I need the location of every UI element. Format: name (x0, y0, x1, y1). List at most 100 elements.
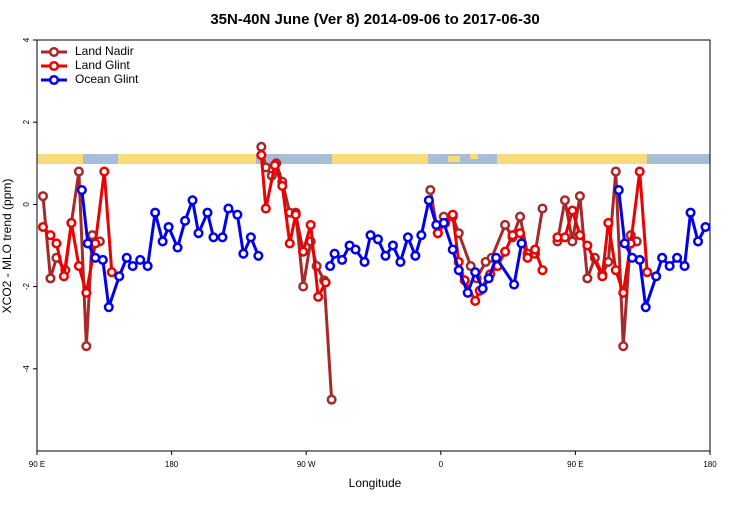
point (103, 302, 114, 313)
point (679, 261, 690, 272)
legend-label: Land Nadir (75, 44, 134, 58)
point (298, 246, 309, 257)
point (574, 230, 585, 241)
y-tick-label: 0 (22, 202, 31, 207)
point (150, 207, 161, 218)
legend-marker (48, 60, 60, 72)
series-line (41, 146, 638, 400)
point (37, 191, 49, 202)
point (664, 261, 675, 272)
point (610, 265, 621, 276)
point (685, 207, 696, 218)
point (372, 234, 384, 245)
y-tick-label: -4 (22, 365, 31, 373)
legend-label: Land Glint (75, 58, 130, 72)
point (142, 261, 153, 272)
point (500, 246, 511, 257)
point (81, 341, 92, 352)
surface-band (37, 154, 710, 164)
point (438, 217, 449, 228)
point (97, 254, 108, 265)
point (350, 244, 361, 255)
point (672, 252, 683, 263)
point (81, 287, 92, 298)
point (121, 252, 132, 263)
point (245, 232, 256, 243)
point (515, 211, 526, 222)
point (217, 232, 228, 243)
point (208, 232, 219, 243)
point (82, 238, 93, 249)
point (232, 209, 243, 220)
point (187, 195, 198, 206)
point (172, 242, 183, 253)
point (410, 250, 421, 261)
point (58, 271, 69, 282)
point (395, 256, 406, 267)
point (618, 287, 629, 298)
point (305, 219, 316, 230)
point (603, 217, 614, 228)
y-tick-label: 2 (22, 119, 31, 124)
legend-marker (48, 46, 60, 58)
point (256, 141, 267, 152)
point (106, 267, 117, 278)
point (559, 195, 570, 206)
point (483, 273, 494, 284)
point (423, 195, 434, 206)
point (73, 261, 84, 272)
point (365, 230, 376, 241)
series-line (41, 154, 649, 305)
point (613, 184, 624, 196)
point (516, 238, 527, 249)
point (337, 254, 348, 265)
point (51, 238, 62, 249)
point (325, 261, 336, 272)
point (45, 273, 56, 284)
point (582, 273, 593, 284)
point (380, 250, 391, 261)
point (320, 277, 331, 288)
point (477, 283, 488, 294)
point (453, 265, 464, 276)
point (537, 203, 548, 214)
point (700, 221, 711, 233)
point (619, 238, 630, 249)
point (359, 256, 370, 267)
point (634, 166, 645, 177)
point (163, 221, 174, 233)
point (238, 248, 249, 259)
point (290, 209, 301, 220)
plot-frame (36, 39, 711, 452)
point (515, 228, 526, 239)
point (425, 184, 436, 196)
point (114, 271, 125, 282)
point (37, 221, 49, 233)
point (470, 267, 481, 278)
point (66, 217, 77, 228)
point (567, 205, 578, 216)
y-tick-label: 4 (22, 37, 31, 42)
point (574, 191, 585, 202)
point (277, 180, 288, 191)
legend-label: Ocean Glint (75, 72, 139, 86)
point (692, 236, 704, 247)
x-axis-label: Longitude (349, 476, 402, 490)
point (313, 291, 324, 302)
point (253, 250, 264, 261)
point (522, 252, 533, 263)
point (559, 232, 570, 243)
point (491, 252, 502, 263)
point (642, 267, 653, 278)
x-tick-label: 180 (703, 460, 717, 469)
point (597, 271, 608, 282)
point (180, 215, 191, 226)
point (447, 244, 458, 255)
point (157, 236, 168, 247)
point (657, 252, 668, 263)
point (462, 287, 473, 298)
point (73, 166, 84, 177)
point (76, 184, 87, 196)
point (432, 228, 443, 239)
